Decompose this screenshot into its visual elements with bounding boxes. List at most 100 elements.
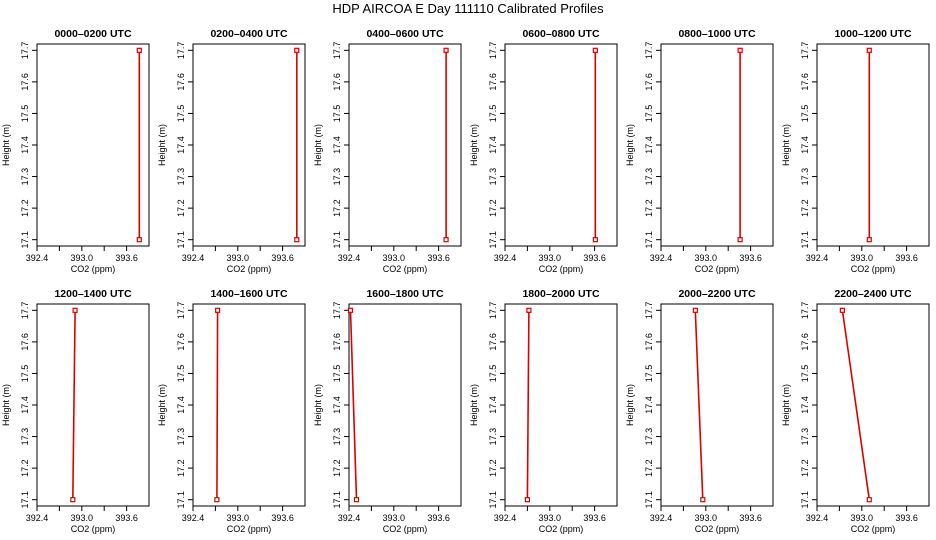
panel-11: 2200–2400 UTC 392.4 393.0 393.6 17.1 17.2 17.3…	[781, 288, 930, 534]
y-tick-label: 17.3	[332, 428, 342, 446]
plot-frame	[192, 43, 306, 247]
panel-7: 1400–1600 UTC 392.4 393.0 393.6 17.1 17.2 17.3…	[157, 288, 306, 534]
y-tick-label: 17.6	[20, 333, 30, 351]
profile-point	[737, 47, 743, 53]
y-tick-label: 17.2	[800, 199, 810, 217]
y-tick-label: 17.4	[644, 396, 654, 414]
y-tick-label: 17.5	[20, 365, 30, 383]
y-tick-label: 17.4	[176, 136, 186, 154]
x-tick-label: 393.0	[71, 253, 94, 263]
panel-title: 2200–2400 UTC	[834, 288, 911, 300]
x-axis-label: CO2 (ppm)	[539, 524, 584, 534]
y-tick-label: 17.7	[332, 42, 342, 60]
profile-point	[737, 237, 743, 243]
plot-frame	[192, 303, 306, 507]
y-tick-label: 17.6	[332, 333, 342, 351]
y-tick-label: 17.4	[644, 136, 654, 154]
y-tick-label: 17.6	[332, 73, 342, 91]
y-tick-label: 17.6	[800, 333, 810, 351]
x-tick-label: 393.6	[115, 253, 138, 263]
y-tick-label: 17.2	[20, 459, 30, 477]
panel-8: 1600–1800 UTC 392.4 393.0 393.6 17.1 17.2 17.3…	[313, 288, 462, 534]
x-tick-label: 392.4	[182, 253, 205, 263]
panel-2: 0400–0600 UTC 392.4 393.0 393.6 17.1 17.2 17.3…	[313, 28, 462, 274]
y-tick-label: 17.2	[644, 199, 654, 217]
y-tick-label: 17.4	[800, 136, 810, 154]
panel-title: 0200–0400 UTC	[210, 28, 287, 40]
x-tick-label: 392.4	[806, 253, 829, 263]
y-tick-label: 17.2	[332, 459, 342, 477]
x-axis-label: CO2 (ppm)	[695, 264, 740, 274]
x-axis-label: CO2 (ppm)	[383, 264, 428, 274]
x-tick-label: 393.0	[695, 253, 718, 263]
panel-9: 1800–2000 UTC 392.4 393.0 393.6 17.1 17.2 17.3…	[469, 288, 618, 534]
x-tick-label: 392.4	[806, 513, 829, 523]
y-tick-label: 17.3	[644, 428, 654, 446]
x-tick-label: 392.4	[650, 513, 673, 523]
profile-point	[700, 497, 706, 503]
plot-frame	[660, 43, 774, 247]
y-tick-label: 17.6	[644, 73, 654, 91]
y-tick-label: 17.1	[20, 231, 30, 249]
x-tick-label: 393.0	[539, 253, 562, 263]
x-tick-label: 393.6	[115, 513, 138, 523]
panel-4: 0800–1000 UTC 392.4 393.0 393.6 17.1 17.2 17.3…	[625, 28, 774, 274]
y-tick-label: 17.3	[176, 428, 186, 446]
y-tick-label: 17.4	[20, 136, 30, 154]
y-tick-label: 17.6	[488, 73, 498, 91]
y-tick-label: 17.1	[644, 491, 654, 509]
y-tick-label: 17.5	[176, 105, 186, 123]
y-tick-label: 17.7	[488, 42, 498, 60]
x-tick-label: 393.0	[383, 513, 406, 523]
y-tick-label: 17.5	[644, 105, 654, 123]
x-tick-label: 393.6	[583, 513, 606, 523]
y-axis-label: Height (m)	[469, 124, 479, 166]
panel-title: 0400–0600 UTC	[366, 28, 443, 40]
plot-frame	[816, 303, 930, 507]
y-tick-label: 17.2	[800, 459, 810, 477]
x-axis-label: CO2 (ppm)	[71, 264, 116, 274]
y-tick-label: 17.2	[488, 459, 498, 477]
y-axis-label: Height (m)	[313, 384, 323, 426]
x-tick-label: 392.4	[494, 513, 517, 523]
panel-0: 0000–0200 UTC 392.4 393.0 393.6 17.1 17.2 17.3…	[1, 28, 150, 274]
y-tick-label: 17.2	[176, 459, 186, 477]
x-tick-label: 393.6	[427, 253, 450, 263]
panel-5: 1000–1200 UTC 392.4 393.0 393.6 17.1 17.2 17.3…	[781, 28, 930, 274]
x-tick-label: 393.6	[895, 513, 918, 523]
y-tick-label: 17.7	[176, 42, 186, 60]
y-tick-label: 17.1	[488, 231, 498, 249]
y-tick-label: 17.6	[176, 73, 186, 91]
panel-title: 2000–2200 UTC	[678, 288, 755, 300]
y-axis-label: Height (m)	[313, 124, 323, 166]
x-tick-label: 393.0	[227, 513, 250, 523]
profile-point	[692, 307, 698, 313]
x-tick-label: 393.6	[739, 513, 762, 523]
x-tick-label: 392.4	[26, 513, 49, 523]
y-tick-label: 17.5	[332, 365, 342, 383]
profile-point	[524, 497, 531, 503]
panel-title: 0000–0200 UTC	[54, 28, 131, 40]
y-tick-label: 17.3	[644, 168, 654, 186]
profile-point	[136, 47, 142, 53]
y-tick-label: 17.3	[800, 428, 810, 446]
y-tick-label: 17.4	[20, 396, 30, 414]
figure-title: HDP AIRCOA E Day 111110 Calibrated Profi…	[332, 1, 604, 16]
x-axis-label: CO2 (ppm)	[71, 524, 116, 534]
y-tick-label: 17.7	[644, 42, 654, 60]
x-tick-label: 393.6	[583, 253, 606, 263]
profile-point	[443, 237, 449, 243]
panel-title: 1600–1800 UTC	[366, 288, 443, 300]
y-tick-label: 17.1	[176, 231, 186, 249]
profile-line	[694, 310, 704, 500]
x-axis-label: CO2 (ppm)	[227, 264, 272, 274]
y-tick-label: 17.7	[644, 302, 654, 320]
y-tick-label: 17.4	[176, 396, 186, 414]
profile-point	[443, 47, 449, 53]
panel-3: 0600–0800 UTC 392.4 393.0 393.6 17.1 17.2 17.3…	[469, 28, 618, 274]
profile-point	[592, 237, 598, 243]
panel-title: 0800–1000 UTC	[678, 28, 755, 40]
profile-point	[839, 307, 845, 313]
y-tick-label: 17.5	[488, 365, 498, 383]
panel-title: 1800–2000 UTC	[522, 288, 599, 300]
